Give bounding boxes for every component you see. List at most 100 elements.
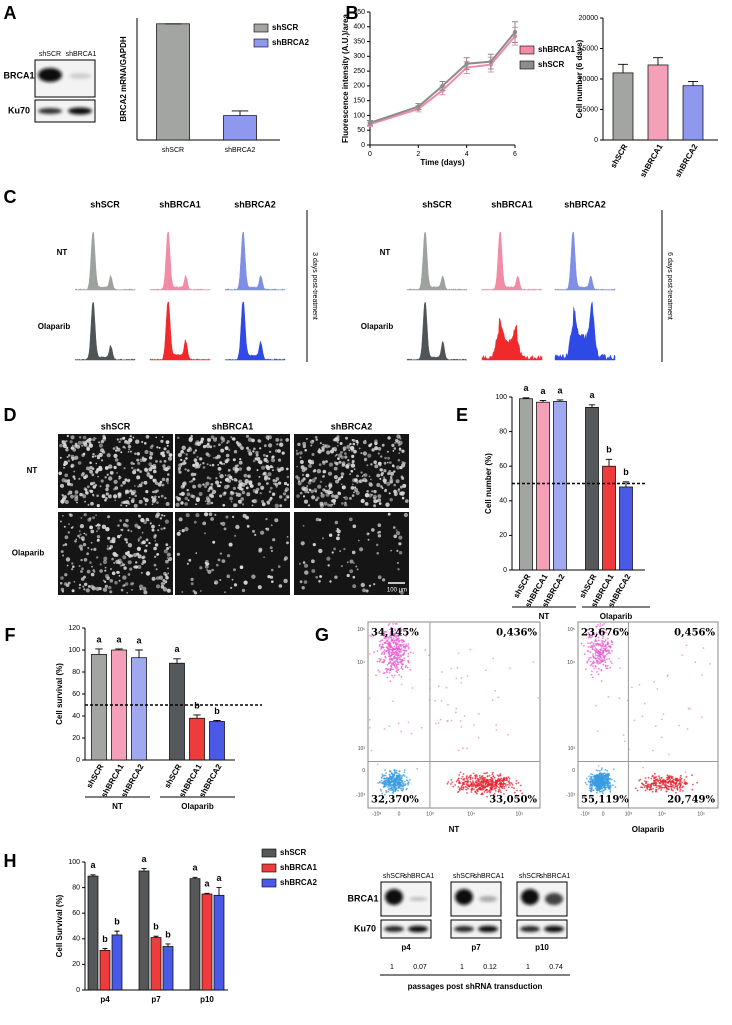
event-dot <box>590 663 593 666</box>
event-dot <box>601 640 603 642</box>
event-dot <box>491 777 494 780</box>
cell <box>224 478 227 481</box>
cell <box>130 499 135 504</box>
blot-box <box>34 99 96 123</box>
legend-label: shBRCA1 <box>280 863 317 872</box>
cell <box>95 524 98 527</box>
cell <box>166 450 170 454</box>
event-dot <box>609 666 612 669</box>
cell <box>355 565 358 568</box>
event-dot <box>601 630 603 633</box>
event-dot <box>381 661 384 664</box>
cell <box>99 563 102 566</box>
cell <box>199 463 202 466</box>
legend-label: shBRCA2 <box>272 38 309 47</box>
cell <box>113 479 118 484</box>
cell <box>127 444 132 449</box>
event-dot <box>589 651 592 654</box>
cell <box>210 501 214 505</box>
axis-tick-label: -10³ <box>566 792 575 798</box>
event-dot <box>594 780 597 782</box>
event-dot <box>395 779 398 782</box>
error-bar <box>95 648 103 655</box>
event-dot <box>604 768 607 771</box>
cell <box>268 450 272 454</box>
cell <box>286 475 290 479</box>
event-dot <box>499 790 501 792</box>
event-dot <box>660 777 663 779</box>
error-bar <box>135 649 143 658</box>
event-dot <box>686 728 689 730</box>
cell <box>142 540 146 545</box>
event-dot <box>600 659 603 662</box>
cell <box>233 583 238 587</box>
event-dot <box>681 654 684 656</box>
event-dot <box>384 769 386 771</box>
event-dot <box>499 774 502 777</box>
event-dot <box>405 776 408 779</box>
cell <box>205 559 209 564</box>
cell <box>231 578 234 581</box>
event-dot <box>590 673 593 676</box>
cell <box>219 552 222 555</box>
event-dot <box>387 649 390 651</box>
cell <box>302 495 306 498</box>
cell <box>351 483 354 486</box>
event-dot <box>592 660 595 663</box>
cell <box>308 464 312 468</box>
cell <box>183 459 186 462</box>
histogram <box>224 301 286 361</box>
cell <box>68 513 72 516</box>
cell <box>86 552 89 556</box>
cell <box>275 438 280 442</box>
event-dot <box>648 788 651 791</box>
group-label: NT <box>539 612 550 621</box>
cell <box>167 567 169 570</box>
event-dot <box>404 645 406 648</box>
cell <box>361 479 365 482</box>
cell <box>210 487 214 491</box>
cell <box>102 559 108 565</box>
event-dot <box>586 661 589 664</box>
event-dot <box>454 784 457 786</box>
row-label: Olaparib <box>361 322 394 331</box>
event-dot <box>596 782 599 785</box>
cell <box>144 457 148 461</box>
cell <box>153 469 157 474</box>
panel-label: H <box>4 851 17 871</box>
event-dot <box>638 683 641 686</box>
event-dot <box>687 707 690 710</box>
cell <box>351 494 355 497</box>
event-dot <box>396 777 399 780</box>
event-dot <box>378 631 380 633</box>
event-dot <box>395 631 398 633</box>
cell <box>104 566 107 569</box>
cell <box>245 434 250 438</box>
cell <box>383 461 387 465</box>
event-dot <box>390 634 393 637</box>
event-dot <box>472 785 474 788</box>
quadrant-percent: 0,456% <box>674 628 715 639</box>
event-dot <box>392 676 395 679</box>
event-dot <box>500 777 503 780</box>
cell <box>299 580 303 584</box>
cell <box>403 512 408 518</box>
cell <box>387 436 391 440</box>
event-dot <box>638 779 641 782</box>
cell <box>396 434 401 439</box>
cell <box>210 494 215 498</box>
cell <box>276 443 279 446</box>
cell <box>368 584 372 587</box>
cell <box>259 447 262 450</box>
cell <box>310 440 314 444</box>
quadrant-percent: 0,436% <box>496 628 537 639</box>
timepoint-label: 3 days post-treatment <box>311 252 318 320</box>
event-dot <box>398 629 400 632</box>
cell <box>379 468 383 472</box>
event-dot <box>399 779 401 782</box>
event-dot <box>384 785 386 788</box>
event-dot <box>642 783 645 786</box>
event-dot <box>396 654 399 657</box>
event-dot <box>619 667 621 670</box>
cell <box>206 569 209 571</box>
